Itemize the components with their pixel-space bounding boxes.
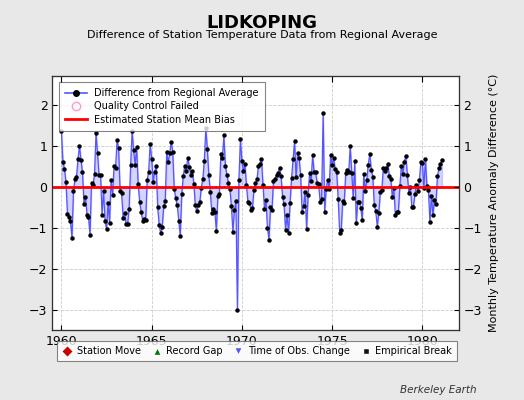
Y-axis label: Monthly Temperature Anomaly Difference (°C): Monthly Temperature Anomaly Difference (… [489, 74, 499, 332]
Text: Difference of Station Temperature Data from Regional Average: Difference of Station Temperature Data f… [87, 30, 437, 40]
Text: LIDKOPING: LIDKOPING [206, 14, 318, 32]
Legend: Difference from Regional Average, Quality Control Failed, Estimated Station Mean: Difference from Regional Average, Qualit… [59, 82, 265, 131]
Legend: Station Move, Record Gap, Time of Obs. Change, Empirical Break: Station Move, Record Gap, Time of Obs. C… [57, 342, 457, 361]
Text: Berkeley Earth: Berkeley Earth [400, 385, 477, 395]
